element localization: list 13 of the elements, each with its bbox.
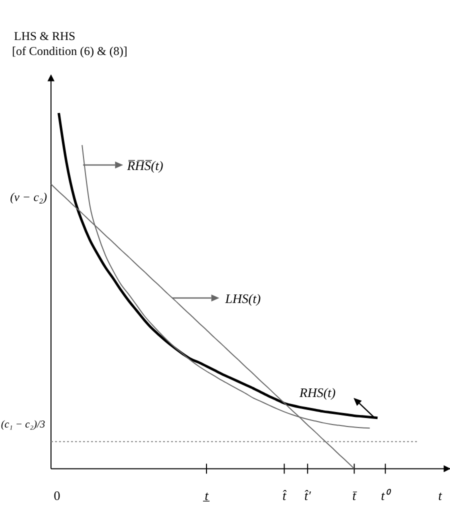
legend-label: R̅H̅S̅(t) [126, 158, 164, 174]
x-tick-label: t̂ [282, 488, 287, 503]
text: (v − c₂) [10, 190, 47, 204]
x-tick-label: t⁰ [381, 488, 392, 503]
series-label: RHS(t) [298, 384, 336, 400]
x-tick-label: t̲ [202, 488, 210, 503]
legend-label: LHS(t) [224, 290, 261, 306]
ref-line-label: (c₁ − c₂)/3 [1, 420, 46, 431]
x-tick-label: 0 [54, 488, 60, 503]
x-axis-title: t [438, 488, 442, 503]
x-tick-label: t̄ [352, 488, 358, 503]
x-tick-label: t̂′ [304, 488, 311, 503]
y-axis-title: LHS & RHS [of Condition (6) & (8)] [12, 29, 128, 58]
